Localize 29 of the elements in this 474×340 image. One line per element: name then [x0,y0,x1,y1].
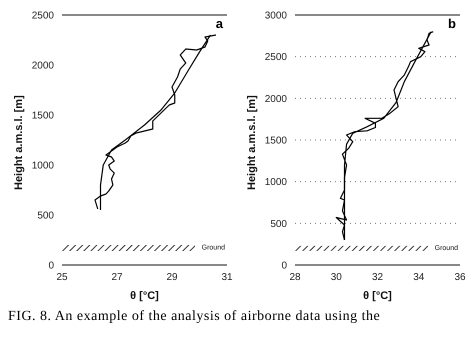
y-axis-title: Height a.m.s.l. [m] [12,94,25,190]
y-tick-label: 1000 [264,177,288,188]
y-tick-label: 0 [281,260,288,272]
x-axis-title: θ [°C] [363,290,392,302]
x-tick-label: 34 [413,272,425,284]
y-tick-label: 1000 [32,160,54,172]
x-tick-label: 27 [111,272,123,284]
y-tick-label: 3000 [264,10,288,22]
caption: FIG. 8. An example of the analysis of airborne data using the [8,309,382,325]
y-axis-title: Height a.m.s.l. [m] [246,94,258,190]
x-axis-title: θ [°C] [130,290,160,302]
chart-title: b [448,16,456,31]
y-tick-label: 1500 [32,110,54,122]
y-tick-label: 2500 [264,52,288,64]
x-tick-label: 30 [330,272,342,284]
y-tick-label: 2000 [32,60,54,72]
y-tick-label: 2000 [264,94,288,105]
x-tick-label: 25 [56,272,68,284]
x-tick-label: 32 [372,272,384,284]
x-tick-label: 29 [166,272,178,284]
y-tick-label: 0 [48,260,54,272]
x-tick-label: 36 [454,272,466,284]
chart-title: a [216,16,223,31]
y-tick-label: 500 [270,218,288,230]
x-tick-label: 31 [221,272,233,284]
y-tick-label: 2500 [32,10,54,22]
y-tick-label: 500 [37,210,54,222]
y-tick-label: 1500 [264,136,288,147]
x-tick-label: 28 [289,272,301,284]
